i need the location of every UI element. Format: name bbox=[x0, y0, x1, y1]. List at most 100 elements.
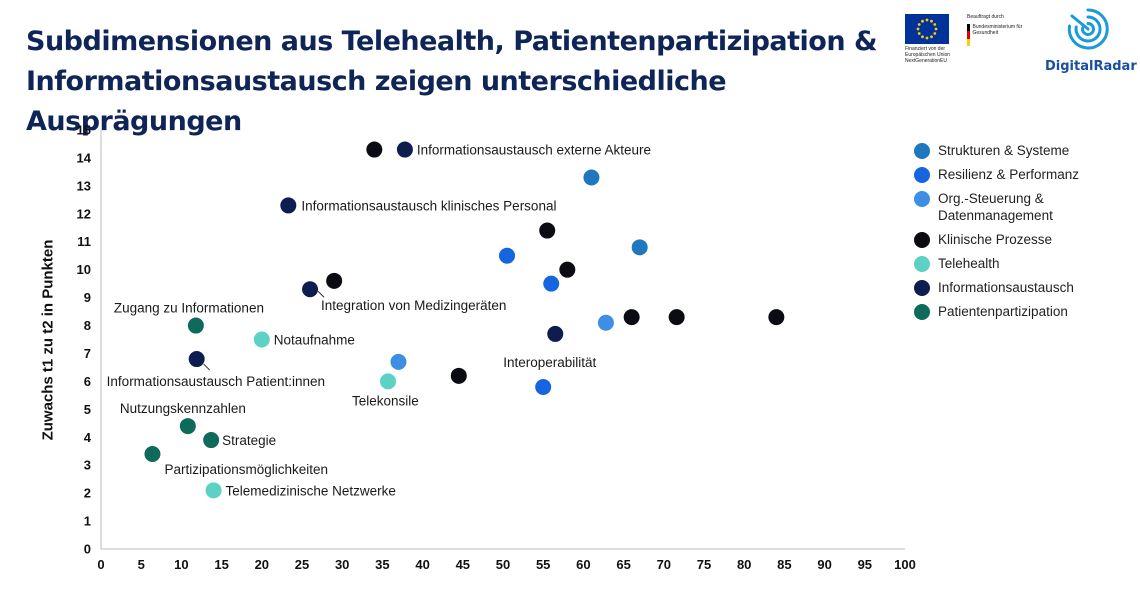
data-point bbox=[768, 309, 785, 326]
data-point bbox=[366, 141, 383, 158]
x-tick-label: 5 bbox=[138, 557, 145, 572]
point-label: Strategie bbox=[222, 433, 276, 448]
bmg-label: Beauftragt durch bbox=[967, 14, 1004, 20]
data-point bbox=[583, 169, 600, 186]
x-tick-label: 100 bbox=[894, 557, 916, 572]
y-tick-label: 4 bbox=[84, 430, 92, 445]
legend-item: Klinische Prozesse bbox=[914, 231, 1134, 248]
data-point bbox=[280, 197, 297, 214]
legend-label: Org.-Steuerung & Datenmanagement bbox=[938, 191, 1053, 223]
y-tick-label: 0 bbox=[84, 542, 91, 557]
y-tick-label: 6 bbox=[84, 374, 91, 389]
x-tick-label: 60 bbox=[576, 557, 590, 572]
leader-line bbox=[317, 290, 325, 298]
data-point bbox=[179, 418, 196, 435]
data-point bbox=[668, 309, 685, 326]
logo-area: Finanziert von der Europäischen Union Ne… bbox=[905, 6, 1137, 76]
leader-line bbox=[203, 363, 211, 371]
legend-item: Org.-Steuerung & Datenmanagement bbox=[914, 190, 1134, 224]
data-point bbox=[253, 331, 270, 348]
y-tick-label: 7 bbox=[84, 346, 91, 361]
y-tick-label: 13 bbox=[77, 178, 91, 193]
x-tick-label: 80 bbox=[737, 557, 751, 572]
y-tick-label: 10 bbox=[77, 262, 91, 277]
digitalradar-logo: DigitalRadar bbox=[1045, 6, 1137, 74]
y-tick-label: 9 bbox=[84, 290, 91, 305]
x-tick-label: 90 bbox=[817, 557, 831, 572]
legend-marker bbox=[914, 256, 930, 272]
x-tick-label: 65 bbox=[616, 557, 630, 572]
point-label: Telekonsile bbox=[352, 393, 419, 408]
point-label: Zugang zu Informationen bbox=[114, 301, 264, 316]
x-tick-label: 85 bbox=[777, 557, 791, 572]
data-point bbox=[450, 367, 467, 384]
y-tick-label: 14 bbox=[77, 150, 92, 165]
data-point bbox=[144, 446, 161, 463]
x-tick-label: 10 bbox=[174, 557, 188, 572]
point-label: Informationsaustausch Patient:innen bbox=[107, 374, 325, 389]
x-tick-label: 50 bbox=[496, 557, 510, 572]
y-tick-label: 11 bbox=[77, 234, 91, 249]
legend-marker bbox=[914, 143, 930, 159]
data-point bbox=[380, 373, 397, 390]
legend-label: Resilienz & Performanz bbox=[938, 167, 1080, 182]
legend-label: Klinische Prozesse bbox=[938, 232, 1053, 247]
x-tick-label: 70 bbox=[657, 557, 671, 572]
legend-item: Patientenpartizipation bbox=[914, 303, 1134, 320]
data-point bbox=[499, 247, 516, 264]
data-point bbox=[631, 239, 648, 256]
x-tick-label: 0 bbox=[97, 557, 104, 572]
data-point bbox=[188, 351, 205, 368]
data-point bbox=[547, 325, 564, 342]
data-point bbox=[390, 353, 407, 370]
y-tick-label: 8 bbox=[84, 318, 91, 333]
german-flag-icon bbox=[967, 24, 970, 46]
brand-name: DigitalRadar bbox=[1045, 59, 1137, 74]
data-point bbox=[539, 222, 556, 239]
x-tick-label: 55 bbox=[536, 557, 550, 572]
data-point bbox=[623, 309, 640, 326]
data-point bbox=[302, 281, 319, 298]
x-tick-label: 45 bbox=[456, 557, 470, 572]
x-tick-label: 15 bbox=[214, 557, 228, 572]
x-tick-label: 75 bbox=[697, 557, 711, 572]
legend-marker bbox=[914, 280, 930, 296]
point-label: Integration von Medizingeräten bbox=[321, 298, 506, 313]
legend-item: Strukturen & Systeme bbox=[914, 142, 1134, 159]
y-tick-label: 3 bbox=[84, 458, 91, 473]
point-label: Interoperabilität bbox=[503, 355, 596, 370]
eu-flag-icon bbox=[905, 14, 949, 44]
data-point bbox=[535, 378, 552, 395]
y-tick-label: 12 bbox=[77, 206, 91, 221]
legend-marker bbox=[914, 191, 930, 207]
x-tick-label: 95 bbox=[858, 557, 872, 572]
legend-item: Telehealth bbox=[914, 255, 1134, 272]
point-label: Telemedizinische Netzwerke bbox=[226, 483, 396, 498]
data-point bbox=[559, 261, 576, 278]
point-label: Informationsaustausch externe Akteure bbox=[417, 143, 651, 158]
radar-icon bbox=[1067, 8, 1109, 50]
legend-label: Telehealth bbox=[938, 256, 1000, 271]
x-tick-label: 35 bbox=[375, 557, 389, 572]
data-point bbox=[205, 482, 222, 499]
x-tick-label: 25 bbox=[295, 557, 309, 572]
point-label: Partizipationsmöglichkeiten bbox=[164, 462, 328, 477]
y-tick-label: 2 bbox=[84, 486, 91, 501]
legend-marker bbox=[914, 232, 930, 248]
data-point bbox=[597, 314, 614, 331]
point-label: Informationsaustausch klinisches Persona… bbox=[301, 198, 556, 213]
chart-legend: Strukturen & Systeme Resilienz & Performa… bbox=[914, 142, 1134, 327]
data-point bbox=[326, 272, 343, 289]
data-point bbox=[543, 275, 560, 292]
y-tick-label: 1 bbox=[84, 514, 91, 529]
bmg-logo: Beauftragt durch Bundesministerium für G… bbox=[967, 14, 1037, 46]
legend-marker bbox=[914, 304, 930, 320]
data-point bbox=[396, 141, 413, 158]
legend-label: Strukturen & Systeme bbox=[938, 143, 1070, 158]
y-tick-label: 15 bbox=[77, 123, 91, 138]
legend-item: Informationsaustausch bbox=[914, 279, 1134, 296]
point-label: Notaufnahme bbox=[274, 333, 355, 348]
x-tick-label: 30 bbox=[335, 557, 349, 572]
eu-logo: Finanziert von der Europäischen Union Ne… bbox=[905, 14, 957, 64]
